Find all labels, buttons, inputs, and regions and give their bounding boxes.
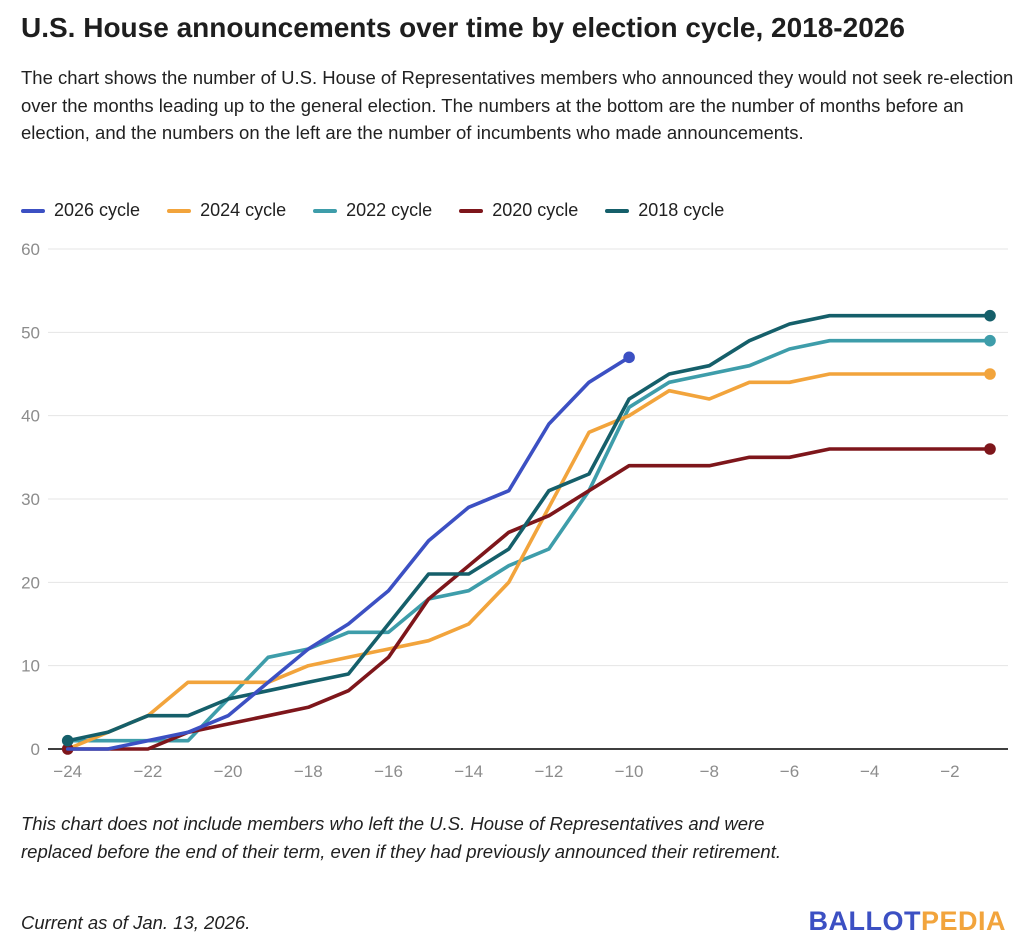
- series-end-dot: [984, 368, 996, 380]
- y-axis-tick-label: 50: [21, 323, 40, 342]
- legend-swatch-icon: [313, 208, 338, 213]
- y-axis-tick-label: 10: [21, 657, 40, 676]
- x-axis-tick-label: −6: [780, 762, 799, 781]
- series-end-dot: [984, 309, 996, 322]
- legend-label: 2020 cycle: [492, 200, 579, 220]
- x-axis-tick-label: −10: [615, 762, 644, 781]
- y-axis-tick-label: 60: [21, 240, 40, 259]
- line-chart: 0 10 20 30 40 50 60 −24 −22 −20 −18 −16 −14 −12 −10 −8 −…: [21, 240, 1008, 781]
- chart-legend: 2026 cycle 2024 cycle 2022 cycle 2020 cycle…: [21, 200, 724, 221]
- x-axis-tick-label: −18: [294, 762, 323, 781]
- y-axis-tick-label: 40: [21, 407, 40, 426]
- logo-pedia: PEDIA: [920, 906, 1006, 936]
- legend-label: 2022 cycle: [346, 200, 433, 220]
- y-axis-tick-label: 20: [21, 573, 40, 592]
- series-start-dot: [61, 734, 74, 747]
- current-as-of-text: Current as of Jan. 13, 2026.: [21, 912, 251, 933]
- series-line-2020-cycle: [65, 447, 992, 751]
- y-axis-tick-label: 30: [21, 490, 40, 509]
- logo-ballot: BALLOT: [808, 906, 921, 936]
- x-axis-tick-label: −14: [454, 762, 483, 781]
- ballotpedia-logo: BALLOTPEDIA: [808, 906, 1006, 937]
- x-axis-tick-label: −4: [860, 762, 879, 781]
- legend-swatch-icon: [167, 208, 192, 213]
- legend-label: 2024 cycle: [200, 200, 287, 220]
- legend-item-2022-cycle: 2022 cycle: [313, 200, 432, 221]
- chart-description: The chart shows the number of U.S. House…: [21, 67, 1014, 143]
- series-line-2024-cycle: [65, 372, 992, 751]
- legend-swatch-icon: [459, 208, 484, 213]
- x-axis-tick-label: −22: [133, 762, 162, 781]
- legend-label: 2026 cycle: [54, 200, 141, 220]
- x-axis-tick-label: −16: [374, 762, 403, 781]
- series-end-dot: [984, 443, 996, 455]
- legend-swatch-icon: [21, 208, 45, 213]
- series-line-2026-cycle: [65, 355, 631, 751]
- legend-swatch-icon: [605, 208, 630, 213]
- x-axis-tick-label: −2: [940, 762, 959, 781]
- legend-label: 2018 cycle: [638, 200, 725, 220]
- legend-item-2020-cycle: 2020 cycle: [459, 200, 578, 221]
- x-axis-tick-label: −8: [700, 762, 719, 781]
- series-end-dot: [984, 334, 996, 347]
- legend-item-2018-cycle: 2018 cycle: [605, 200, 724, 221]
- legend-item-2026-cycle: 2026 cycle: [21, 200, 140, 221]
- x-axis-tick-label: −20: [214, 762, 243, 781]
- chart-footnote: This chart does not include members who …: [21, 813, 781, 862]
- series-end-dot: [623, 351, 635, 364]
- x-axis-tick-label: −12: [534, 762, 563, 781]
- x-axis-tick-label: −24: [53, 762, 82, 781]
- y-axis-tick-label: 0: [31, 740, 40, 759]
- legend-item-2024-cycle: 2024 cycle: [167, 200, 286, 221]
- page-title: U.S. House announcements over time by el…: [21, 12, 905, 43]
- series-line-2022-cycle: [65, 338, 992, 743]
- series-line-2018-cycle: [65, 313, 992, 743]
